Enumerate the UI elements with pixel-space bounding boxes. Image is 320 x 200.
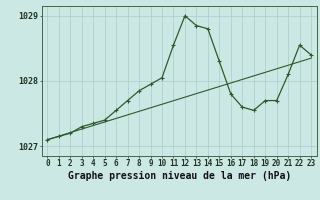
X-axis label: Graphe pression niveau de la mer (hPa): Graphe pression niveau de la mer (hPa) [68, 171, 291, 181]
